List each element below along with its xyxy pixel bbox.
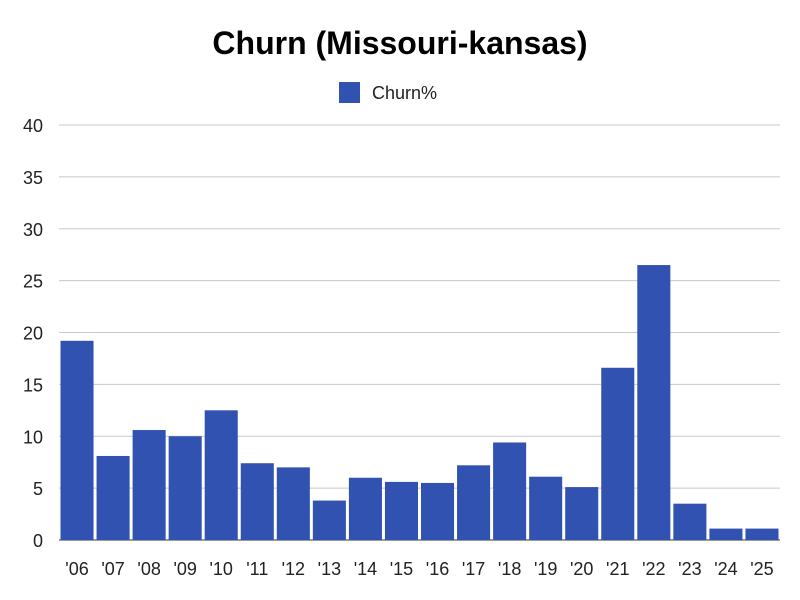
x-tick-label: '07	[101, 559, 124, 579]
bar-18	[493, 442, 527, 540]
x-tick-label: '10	[209, 559, 232, 579]
x-axis-ticks: '06 '07 '08 '09 '10 '11 '12 '13 '14 '15 '16 '17 '18 '…	[65, 559, 773, 579]
gridlines	[59, 124, 780, 541]
x-tick-label: '08	[137, 559, 160, 579]
x-tick-label: '12	[282, 559, 305, 579]
x-tick-label: '09	[173, 559, 196, 579]
y-tick-label: 40	[23, 116, 43, 136]
bar-12	[276, 467, 310, 540]
bar-16	[421, 482, 455, 540]
bar-24	[709, 528, 743, 540]
y-tick-label: 20	[23, 324, 43, 344]
x-tick-label: '19	[534, 559, 557, 579]
bar-14	[348, 477, 382, 540]
y-tick-label: 30	[23, 220, 43, 240]
bar-10	[204, 410, 238, 540]
bar-07	[96, 455, 130, 540]
x-tick-label: '21	[606, 559, 629, 579]
legend-label-churn: Churn%	[372, 83, 437, 103]
legend: Churn%	[339, 82, 437, 103]
bar-19	[529, 476, 563, 540]
bar-22	[637, 265, 671, 540]
bar-15	[384, 481, 418, 540]
bar-13	[312, 500, 346, 540]
y-tick-label: 0	[33, 531, 43, 551]
x-tick-label: '06	[65, 559, 88, 579]
x-tick-label: '11	[246, 559, 268, 579]
bar-17	[457, 465, 491, 540]
x-tick-label: '16	[426, 559, 449, 579]
x-tick-label: '25	[750, 559, 773, 579]
y-tick-label: 35	[23, 168, 43, 188]
y-tick-label: 5	[33, 479, 43, 499]
bars	[60, 265, 779, 540]
x-tick-label: '13	[318, 559, 341, 579]
bar-11	[240, 463, 274, 540]
bar-21	[601, 367, 635, 540]
bar-06	[60, 340, 94, 540]
bar-25	[745, 528, 779, 540]
x-tick-label: '24	[714, 559, 737, 579]
legend-swatch-churn	[339, 82, 360, 103]
x-tick-label: '23	[678, 559, 701, 579]
x-tick-label: '18	[498, 559, 521, 579]
x-tick-label: '17	[462, 559, 485, 579]
x-tick-label: '14	[354, 559, 377, 579]
bar-20	[565, 487, 599, 540]
chart-title: Churn (Missouri-kansas)	[212, 25, 587, 61]
y-tick-label: 15	[23, 375, 43, 395]
bar-09	[168, 436, 202, 540]
x-tick-label: '15	[390, 559, 413, 579]
y-tick-label: 25	[23, 272, 43, 292]
y-axis-ticks: 0 5 10 15 20 25 30 35 40	[23, 116, 43, 551]
y-tick-label: 10	[23, 427, 43, 447]
x-tick-label: '20	[570, 559, 593, 579]
x-tick-label: '22	[642, 559, 665, 579]
bar-23	[673, 503, 707, 540]
bar-08	[132, 430, 166, 540]
